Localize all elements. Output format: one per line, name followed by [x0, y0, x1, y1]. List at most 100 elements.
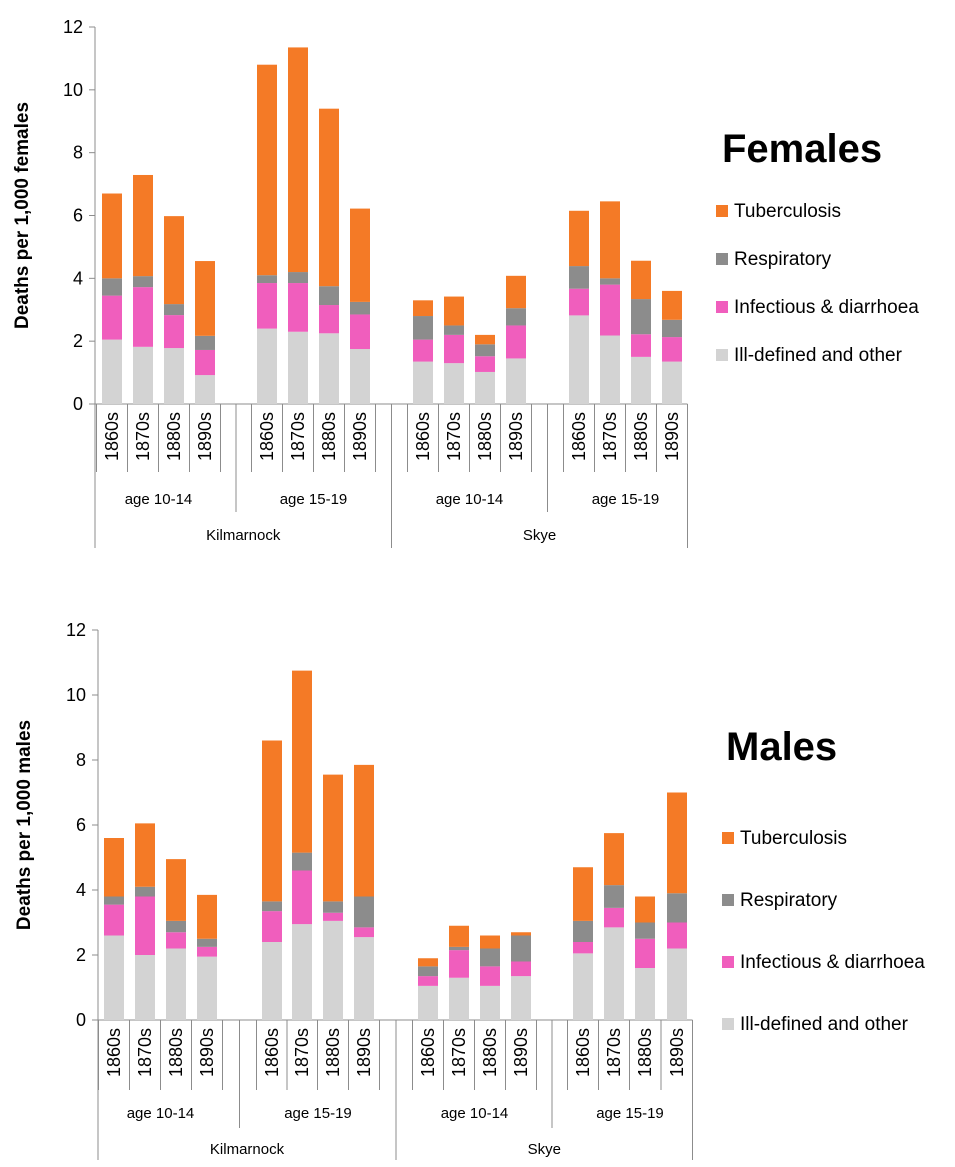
females-bar-tuberculosis-7	[350, 208, 370, 302]
females-decade-label: 1890s	[195, 412, 215, 461]
females-age-group-label: age 15-19	[592, 491, 660, 508]
females-legend-swatch-tuberculosis	[716, 205, 728, 217]
females-bar-infectious-diarrhoea-3	[195, 349, 215, 376]
males-bar-infectious-diarrhoea-3	[197, 946, 217, 957]
males-bar-infectious-diarrhoea-5	[292, 870, 312, 925]
males-bar-respiratory-13	[604, 885, 624, 908]
males-decade-label: 1860s	[573, 1028, 593, 1077]
males-bar-respiratory-12	[573, 920, 593, 942]
males-bar-tuberculosis-5	[292, 670, 312, 853]
females-decade-label: 1860s	[413, 412, 433, 461]
males-bar-ill-defined-and-other-13	[604, 927, 624, 1020]
males-bar-tuberculosis-2	[166, 859, 186, 921]
females-bar-infectious-diarrhoea-12	[569, 288, 589, 316]
females-decade-label: 1860s	[257, 412, 277, 461]
males-ytick-label: 12	[66, 620, 86, 640]
males-bar-respiratory-6	[323, 901, 343, 913]
females-place-label: Skye	[523, 527, 556, 544]
females-bar-respiratory-3	[195, 335, 215, 350]
females-age-group-label: age 10-14	[125, 491, 193, 508]
females-age-group-label: age 10-14	[436, 491, 504, 508]
females-bar-ill-defined-and-other-14	[631, 356, 651, 404]
females-place-label: Kilmarnock	[206, 527, 281, 544]
males-decade-label: 1860s	[418, 1028, 438, 1077]
females-bar-tuberculosis-13	[600, 201, 620, 279]
females-ytick-label: 0	[73, 394, 83, 414]
males-bar-ill-defined-and-other-8	[418, 985, 438, 1020]
males-bar-respiratory-15	[667, 893, 687, 923]
females-bar-infectious-diarrhoea-7	[350, 314, 370, 350]
females-decade-label: 1870s	[444, 412, 464, 461]
females-bar-ill-defined-and-other-1	[133, 346, 153, 404]
females-bar-tuberculosis-9	[444, 296, 464, 326]
males-bar-ill-defined-and-other-15	[667, 948, 687, 1020]
males-bar-respiratory-0	[104, 896, 124, 905]
females-bar-ill-defined-and-other-10	[475, 371, 495, 404]
females-age-group-label: age 15-19	[280, 491, 348, 508]
males-bar-tuberculosis-0	[104, 838, 124, 897]
females-bar-respiratory-2	[164, 304, 184, 316]
females-bar-tuberculosis-0	[102, 193, 122, 279]
females-legend-label-ill-defined-and-other: Ill-defined and other	[734, 345, 903, 366]
males-legend-swatch-infectious-diarrhoea	[722, 956, 734, 968]
males-decade-label: 1870s	[292, 1028, 312, 1077]
females-bar-ill-defined-and-other-7	[350, 349, 370, 404]
females-bar-infectious-diarrhoea-5	[288, 283, 308, 332]
males-panel-title: Males	[726, 725, 837, 769]
males-decade-label: 1860s	[262, 1028, 282, 1077]
females-bar-infectious-diarrhoea-8	[413, 339, 433, 362]
males-bar-respiratory-2	[166, 920, 186, 933]
females-legend-label-infectious-diarrhoea: Infectious & diarrhoea	[734, 297, 919, 318]
males-bar-tuberculosis-3	[197, 894, 217, 939]
males-bar-tuberculosis-1	[135, 823, 155, 887]
males-ytick-label: 10	[66, 685, 86, 705]
females-bar-infectious-diarrhoea-11	[506, 325, 526, 359]
females-bar-ill-defined-and-other-5	[288, 331, 308, 404]
males-age-group-label: age 10-14	[127, 1105, 195, 1122]
males-legend-label-infectious-diarrhoea: Infectious & diarrhoea	[740, 952, 925, 973]
females-chart-svg: 0 2 4 6 8 10 12 Deaths per 1,000 females 1860s 18…	[12, 17, 919, 548]
females-decade-label: 1890s	[662, 412, 682, 461]
males-bar-respiratory-4	[262, 901, 282, 912]
females-bar-respiratory-13	[600, 278, 620, 285]
females-bar-infectious-diarrhoea-4	[257, 283, 277, 329]
males-bar-respiratory-8	[418, 966, 438, 977]
females-legend-swatch-respiratory	[716, 253, 728, 265]
males-bar-tuberculosis-11	[511, 932, 531, 936]
females-bar-infectious-diarrhoea-15	[662, 337, 682, 362]
females-bar-ill-defined-and-other-0	[102, 339, 122, 404]
males-ytick-label: 0	[76, 1010, 86, 1030]
females-bar-ill-defined-and-other-13	[600, 335, 620, 404]
females-decade-label: 1870s	[288, 412, 308, 461]
females-bar-infectious-diarrhoea-10	[475, 356, 495, 372]
males-bar-infectious-diarrhoea-12	[573, 942, 593, 954]
males-decade-label: 1890s	[354, 1028, 374, 1077]
females-ytick-label: 10	[63, 80, 83, 100]
males-chart-svg: 0 2 4 6 8 10 12 Deaths per 1,000 males 1860s 1870…	[14, 620, 925, 1160]
females-bar-tuberculosis-1	[133, 174, 153, 277]
females-bar-tuberculosis-3	[195, 261, 215, 336]
females-bar-respiratory-11	[506, 308, 526, 326]
females-ytick-label: 8	[73, 143, 83, 163]
females-bar-infectious-diarrhoea-14	[631, 334, 651, 357]
females-bar-ill-defined-and-other-4	[257, 328, 277, 404]
females-bar-ill-defined-and-other-2	[164, 348, 184, 404]
females-ytick-label: 4	[73, 268, 83, 288]
females-bar-respiratory-0	[102, 278, 122, 296]
males-bar-tuberculosis-10	[480, 935, 500, 949]
females-bar-respiratory-10	[475, 344, 495, 357]
males-bar-respiratory-1	[135, 886, 155, 897]
males-decade-label: 1870s	[135, 1028, 155, 1077]
males-bar-infectious-diarrhoea-1	[135, 896, 155, 955]
females-decade-label: 1870s	[133, 412, 153, 461]
females-y-axis-title: Deaths per 1,000 females	[12, 102, 33, 329]
males-bar-tuberculosis-4	[262, 740, 282, 902]
females-bar-respiratory-4	[257, 275, 277, 284]
males-legend-swatch-respiratory	[722, 894, 734, 906]
males-bar-tuberculosis-8	[418, 958, 438, 967]
females-bar-tuberculosis-4	[257, 64, 277, 276]
females-bar-infectious-diarrhoea-2	[164, 315, 184, 349]
males-decade-label: 1870s	[604, 1028, 624, 1077]
females-bar-tuberculosis-2	[164, 216, 184, 305]
males-bar-tuberculosis-12	[573, 867, 593, 921]
